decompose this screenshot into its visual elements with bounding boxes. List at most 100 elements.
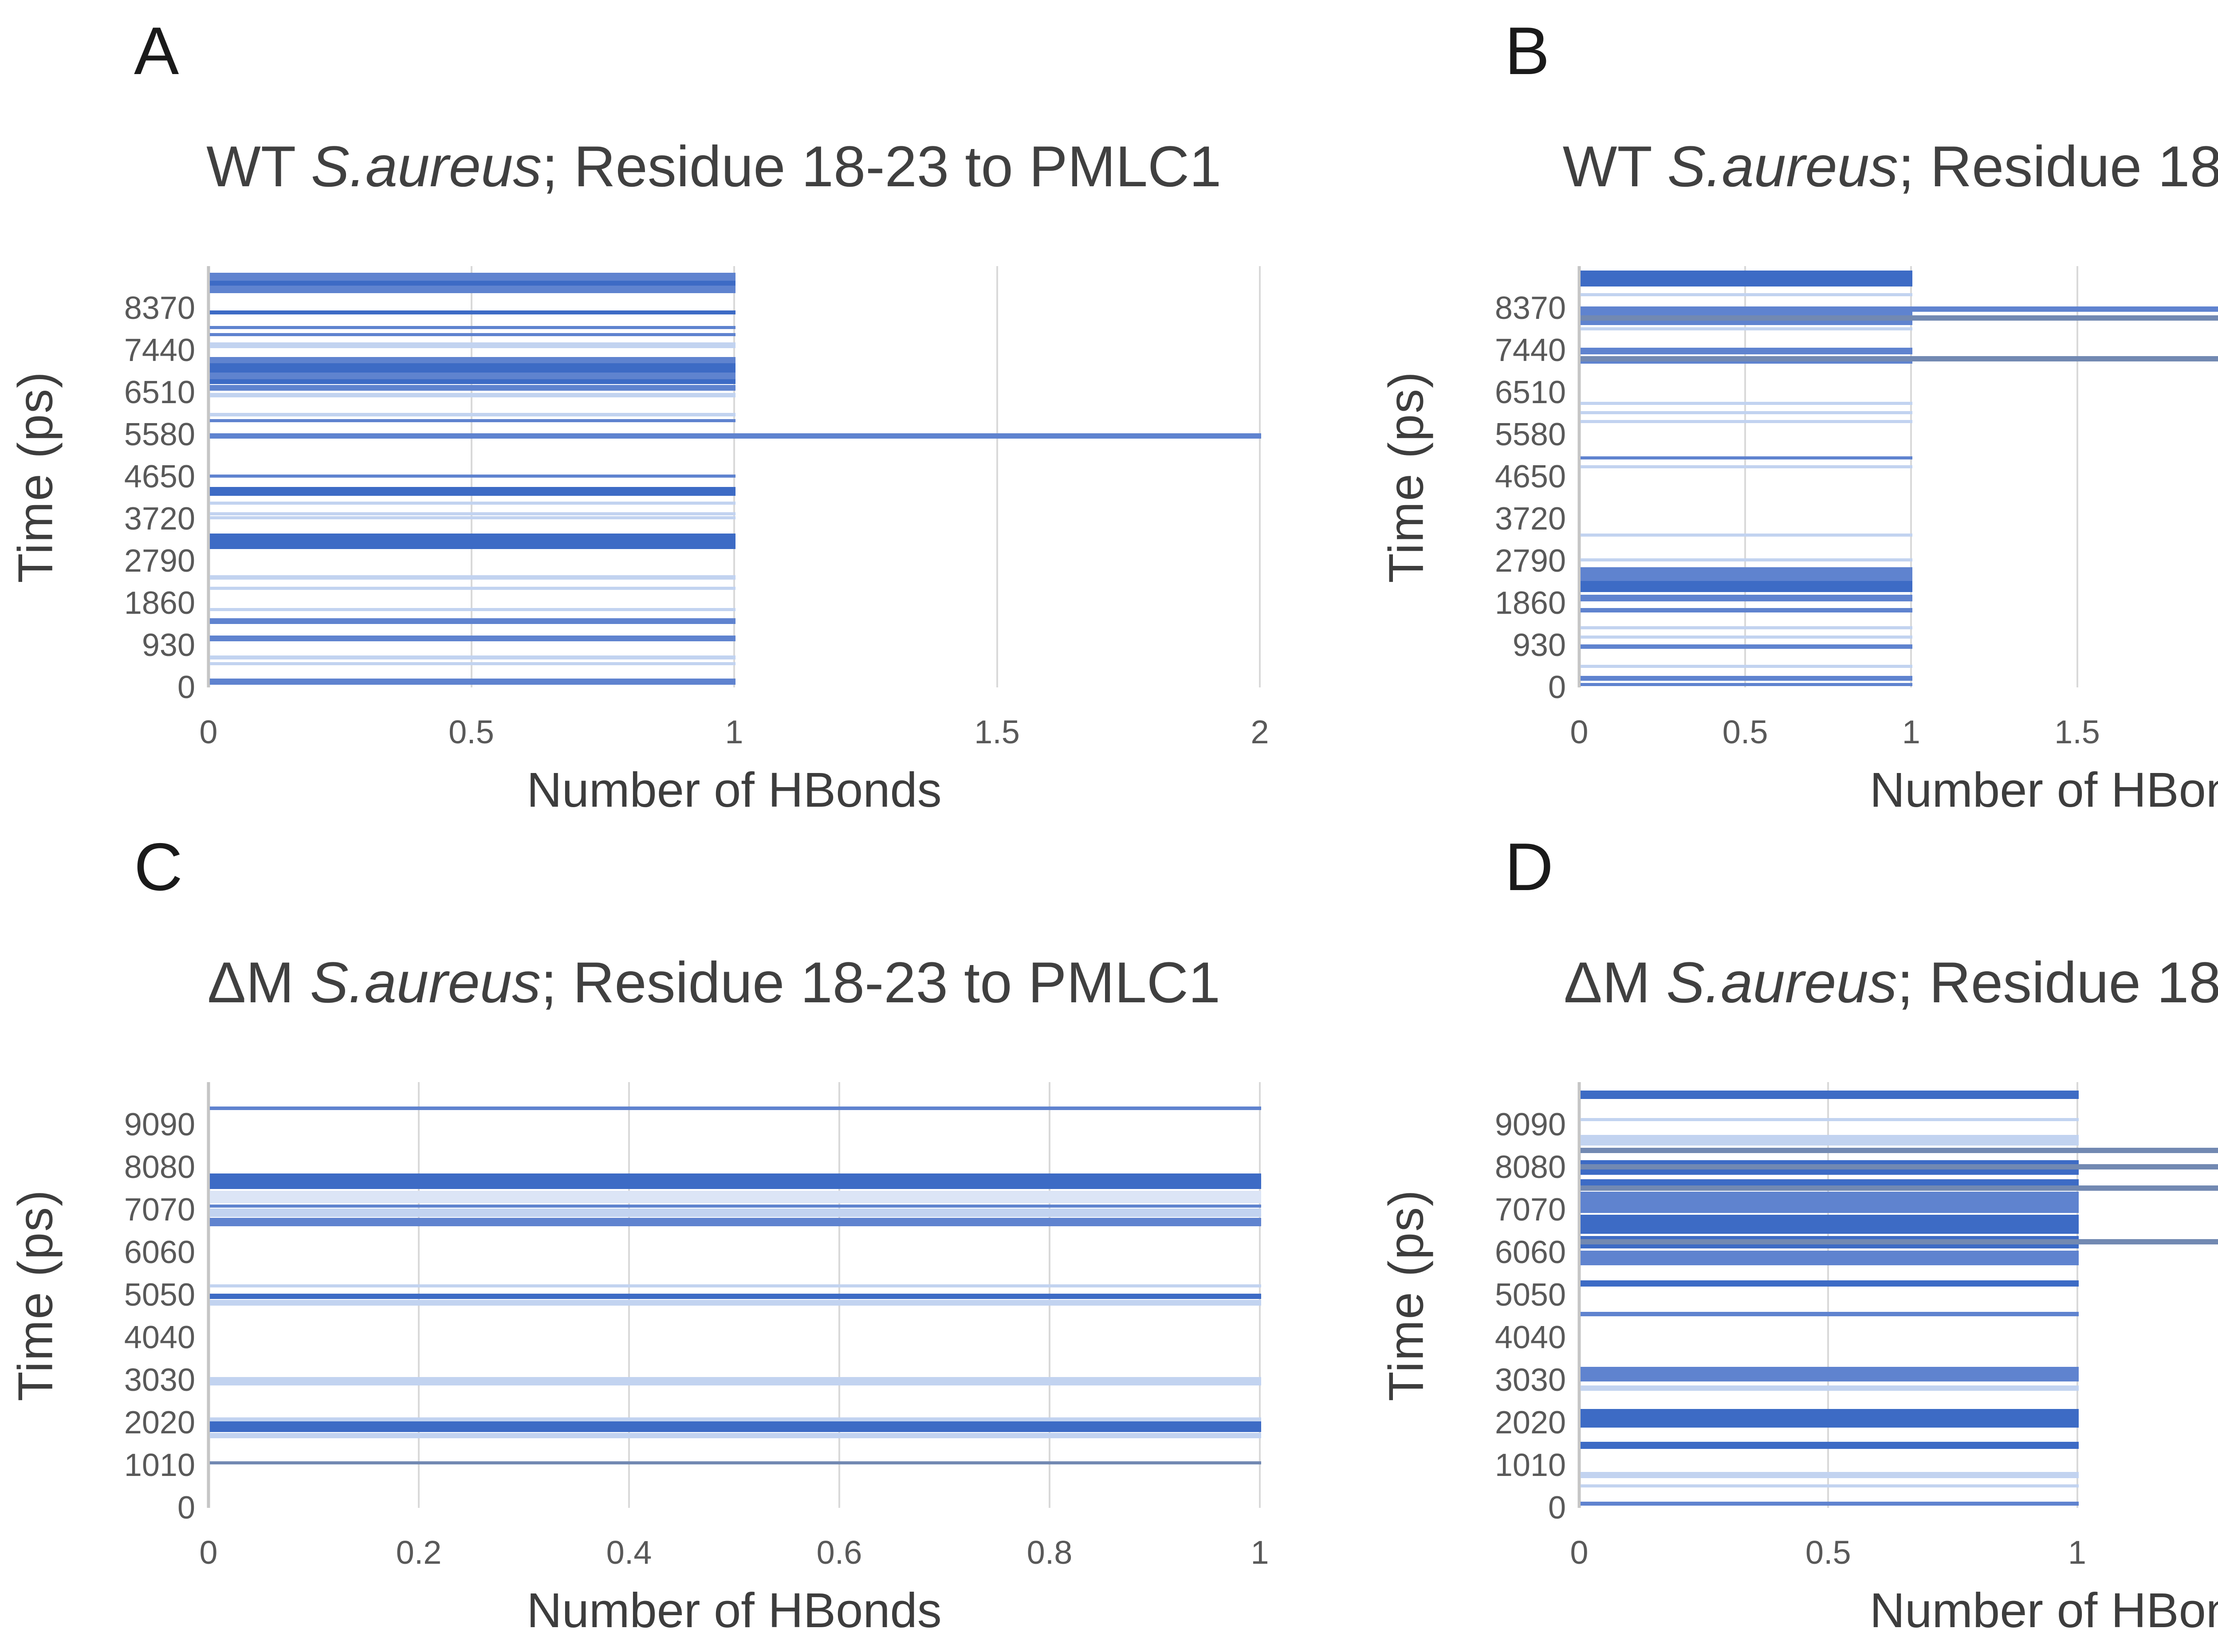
y-tick-label: 1860 — [1494, 585, 1566, 621]
hbond-bar-band — [210, 1294, 1261, 1299]
hbond-bar-band — [210, 575, 735, 580]
hbond-bar-band — [210, 393, 735, 398]
hbond-bar-band — [1581, 465, 1913, 469]
hbond-bar-band — [1581, 271, 1913, 286]
y-axis-ticks: 9090 8080 7070 6060 5050 4040 3030 2020 1010 0 — [58, 1082, 208, 1526]
panel-letter-c: C — [134, 829, 183, 905]
x-tick-label: 1 — [1251, 1534, 1269, 1571]
hbond-bar-band — [1581, 1385, 2079, 1391]
hbond-bar-band — [210, 363, 735, 373]
hbond-bar-band — [210, 533, 735, 549]
x-axis-title: Number of HBonds — [527, 1583, 942, 1638]
hbond-bar-band — [1581, 1215, 2079, 1234]
hbond-bar-band — [1581, 1501, 2079, 1506]
y-tick-label: 7440 — [124, 333, 195, 368]
hbond-bar-band — [210, 412, 735, 417]
y-tick-label: 5580 — [124, 417, 195, 452]
y-tick-label: 7070 — [1494, 1192, 1566, 1228]
hbond-bar-band — [1581, 635, 1913, 639]
y-tick-label: 9090 — [124, 1107, 195, 1142]
hbond-bar-band — [1581, 327, 1913, 330]
y-tick-label: 5050 — [1494, 1277, 1566, 1313]
hbond-bar-3 — [1581, 306, 2218, 312]
x-tick-label: 0 — [1570, 1534, 1589, 1571]
y-tick-label: 3030 — [1494, 1362, 1566, 1398]
title-species: S.aureus — [310, 950, 541, 1015]
title-suffix: ; Residue 18-23 to PMLC1 — [542, 134, 1222, 199]
gridline-x-2 — [1259, 266, 1261, 687]
hbond-bar-band — [210, 502, 735, 505]
panel-letter-d: D — [1505, 829, 1553, 905]
y-tick-label: 7070 — [124, 1192, 195, 1228]
hbond-bar-band — [210, 1173, 1261, 1189]
title-prefix: ΔM — [1564, 950, 1667, 1015]
hbond-bar-band — [1581, 683, 1913, 686]
hbond-bar-band — [1581, 1134, 2079, 1146]
hbond-bar-band — [210, 635, 735, 641]
hbond-bar-band — [210, 419, 735, 423]
plot-area-a — [207, 266, 1261, 687]
gridline-x-0.5 — [1827, 1082, 1829, 1508]
hbond-bar-band — [1581, 594, 1913, 601]
hbond-bar-band — [210, 1107, 1261, 1110]
gridline-x-1.5 — [2076, 266, 2078, 687]
x-axis-title: Number of HBonds — [1869, 1583, 2218, 1638]
hbond-bar-band — [1581, 1366, 2079, 1381]
y-axis-title: Time (ps) — [8, 370, 63, 583]
plot-area-b — [1577, 266, 2218, 687]
hbond-bar-band — [1581, 1472, 2079, 1479]
hbond-bar-band — [210, 273, 735, 281]
x-tick-label: 1 — [2068, 1534, 2087, 1571]
y-tick-label: 0 — [1548, 670, 1566, 705]
hbond-bar-band — [210, 1417, 1261, 1422]
hbond-bar-band — [210, 345, 735, 348]
hbond-bar-2 — [210, 433, 1261, 439]
hbond-bar-band — [210, 474, 735, 478]
hbond-bar-band — [1581, 411, 1913, 414]
hbond-bar-band — [210, 1421, 1261, 1432]
title-suffix: ; Residue 18-23 to POPG — [1897, 950, 2218, 1015]
y-tick-label: 4650 — [1494, 459, 1566, 494]
hbond-bar-band — [210, 379, 735, 384]
hbond-bar-band — [1581, 676, 1913, 681]
x-tick-label: 0 — [199, 714, 218, 750]
panel-title-a: WT S.aureus; Residue 18-23 to PMLC1 — [206, 133, 1221, 200]
hbond-bar-band — [1581, 626, 1913, 630]
y-tick-label: 3720 — [124, 501, 195, 537]
y-tick-label: 2790 — [124, 543, 195, 579]
y-tick-label: 3720 — [1494, 501, 1566, 537]
y-tick-label: 4650 — [124, 459, 195, 494]
hbond-bar-band — [1581, 1091, 2079, 1099]
x-tick-label: 0 — [199, 1534, 218, 1571]
x-tick-label: 2 — [1251, 714, 1269, 750]
hbond-bar-band — [210, 310, 735, 315]
x-axis-ticks: 0 0.2 0.4 0.6 0.8 1 — [199, 1508, 1269, 1571]
category-axis-line — [207, 1082, 210, 1508]
x-tick-label: 0.6 — [816, 1534, 862, 1571]
hbond-bar-band — [210, 608, 735, 612]
panel-title-c: ΔM S.aureus; Residue 18-23 to PMLC1 — [208, 949, 1221, 1016]
y-tick-label: 6060 — [1494, 1235, 1566, 1270]
x-tick-label: 1 — [1902, 714, 1920, 750]
y-axis-title: Time (ps) — [1379, 1189, 1434, 1401]
y-tick-label: 4040 — [1494, 1320, 1566, 1355]
y-axis-ticks: 8370 7440 6510 5580 4650 3720 2790 1860 930 0 — [1428, 266, 1579, 705]
y-tick-label: 1010 — [1494, 1448, 1566, 1483]
hbond-bar-band — [210, 1461, 1261, 1465]
x-tick-label: 1 — [725, 714, 743, 750]
category-axis-line — [207, 266, 210, 687]
y-tick-label: 7440 — [1494, 333, 1566, 368]
hbond-bar-band — [210, 1218, 1261, 1227]
panel-letter-b: B — [1505, 13, 1550, 89]
hbond-bar-band — [1581, 1251, 2079, 1266]
hbond-bar-band — [210, 1300, 1261, 1306]
hbond-bar-band — [210, 487, 735, 496]
hbond-bar-band — [210, 385, 735, 391]
y-tick-label: 930 — [142, 628, 195, 663]
hbond-bar-band — [1581, 533, 1913, 537]
panel-b: B WT S.aureus; Residue 18-23 to POPG Tim… — [1379, 13, 2218, 817]
y-tick-label: 1860 — [124, 585, 195, 621]
panel-title-d: ΔM S.aureus; Residue 18-23 to POPG — [1564, 949, 2218, 1016]
panel-title-b: WT S.aureus; Residue 18-23 to POPG — [1563, 133, 2218, 200]
